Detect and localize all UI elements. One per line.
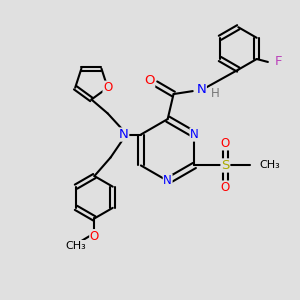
- Text: CH₃: CH₃: [66, 241, 86, 250]
- Text: F: F: [274, 56, 282, 68]
- Text: O: O: [144, 74, 155, 87]
- Text: O: O: [103, 81, 112, 94]
- Text: S: S: [221, 159, 230, 172]
- Text: O: O: [221, 181, 230, 194]
- Text: N: N: [163, 174, 172, 188]
- Text: O: O: [221, 137, 230, 150]
- Text: N: N: [196, 83, 206, 96]
- Text: H: H: [211, 87, 220, 100]
- Text: CH₃: CH₃: [259, 160, 280, 170]
- Text: N: N: [119, 128, 129, 141]
- Text: N: N: [190, 128, 199, 141]
- Text: O: O: [90, 230, 99, 243]
